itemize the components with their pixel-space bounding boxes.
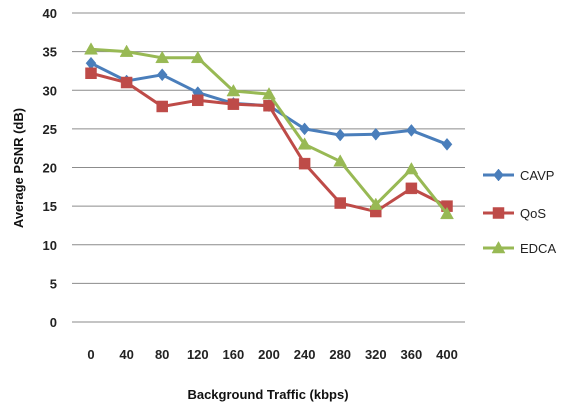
x-axis-title: Background Traffic (kbps) xyxy=(187,387,348,402)
legend-item-cavp: CAVP xyxy=(483,168,554,183)
data-point xyxy=(156,100,168,113)
x-tick-label: 160 xyxy=(223,347,245,362)
data-point xyxy=(333,154,348,167)
y-tick-label: 35 xyxy=(43,45,57,60)
data-point xyxy=(262,87,276,100)
data-point xyxy=(405,182,418,195)
data-point xyxy=(227,98,240,110)
data-point xyxy=(440,206,454,220)
legend-item-qos: QoS xyxy=(483,206,546,221)
x-tick-label: 120 xyxy=(187,347,209,362)
series-edca xyxy=(84,42,454,220)
data-point xyxy=(119,44,134,57)
x-tick-labels: 0 40 80 120 160 200 240 280 320 360 400 xyxy=(87,347,457,362)
data-point xyxy=(226,84,241,97)
data-point xyxy=(334,197,346,209)
x-tick-label: 240 xyxy=(294,347,316,362)
x-tick-label: 320 xyxy=(365,347,387,362)
y-tick-label: 20 xyxy=(43,161,57,176)
y-tick-label: 10 xyxy=(43,238,57,253)
data-point xyxy=(299,122,310,136)
data-point xyxy=(441,137,453,151)
x-tick-label: 400 xyxy=(436,347,458,362)
data-point xyxy=(370,127,382,141)
legend-label: QoS xyxy=(520,206,546,221)
data-point xyxy=(297,137,312,150)
x-tick-label: 0 xyxy=(87,347,94,362)
x-tick-label: 200 xyxy=(258,347,280,362)
data-point xyxy=(192,94,204,107)
data-point xyxy=(263,99,275,112)
series-lines xyxy=(84,42,454,220)
data-point xyxy=(120,76,133,89)
y-tick-label: 25 xyxy=(43,122,57,137)
y-tick-labels: 0 5 10 15 20 25 30 35 40 xyxy=(43,6,57,330)
data-point xyxy=(298,157,311,170)
data-point xyxy=(334,128,346,142)
data-point xyxy=(492,207,505,219)
y-tick-label: 15 xyxy=(43,199,57,214)
data-point xyxy=(406,124,417,137)
y-axis-title: Average PSNR (dB) xyxy=(11,108,26,228)
x-tick-label: 280 xyxy=(329,347,351,362)
data-point xyxy=(404,162,419,175)
y-tick-label: 30 xyxy=(43,83,57,98)
legend-label: CAVP xyxy=(520,168,554,183)
y-tick-label: 0 xyxy=(50,315,57,330)
data-point xyxy=(491,240,506,254)
series-qos xyxy=(85,67,453,218)
x-tick-label: 360 xyxy=(401,347,423,362)
data-point xyxy=(190,50,205,64)
data-point xyxy=(156,68,168,82)
x-tick-label: 40 xyxy=(119,347,133,362)
legend-label: EDCA xyxy=(520,241,556,256)
data-point xyxy=(493,168,504,182)
y-tick-label: 5 xyxy=(50,276,57,291)
data-point xyxy=(368,197,383,210)
y-tick-label: 40 xyxy=(43,6,57,21)
data-point xyxy=(84,42,98,55)
data-point xyxy=(85,56,97,70)
data-point xyxy=(155,50,170,64)
legend-item-edca: EDCA xyxy=(483,240,556,256)
legend: CAVP QoS EDCA xyxy=(483,168,556,256)
data-point xyxy=(85,67,97,80)
x-tick-label: 80 xyxy=(155,347,169,362)
